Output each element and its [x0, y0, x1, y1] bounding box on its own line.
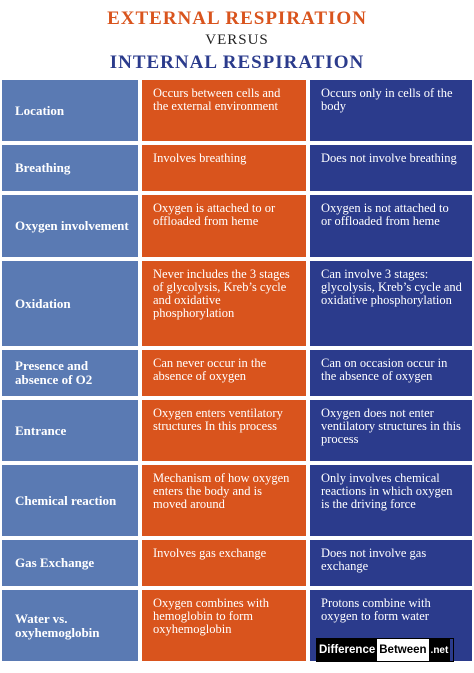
external-cell: Oxygen is attached to or offloaded from … — [142, 195, 306, 257]
table-row: Entrance Oxygen enters ventilatory struct… — [2, 400, 472, 461]
table-row: Location Occurs between cells and the ext… — [2, 80, 472, 141]
external-cell: Oxygen combines with hemoglobin to form … — [142, 590, 306, 661]
row-label: Chemical reaction — [2, 465, 138, 536]
row-label: Water vs. oxyhemoglobin — [2, 590, 138, 661]
row-label: Presence and absence of O2 — [2, 350, 138, 396]
table-row: Presence and absence of O2 Can never occu… — [2, 350, 472, 396]
internal-cell: Oxygen does not enter ventilatory struct… — [310, 400, 472, 461]
row-label: Entrance — [2, 400, 138, 461]
logo-part-between: Between — [377, 639, 429, 661]
internal-cell: Can on occasion occur in the absence of … — [310, 350, 472, 396]
logo-part-net: .net — [428, 639, 451, 661]
internal-cell: Does not involve gas exchange — [310, 540, 472, 586]
title-internal: INTERNAL RESPIRATION — [109, 52, 365, 73]
internal-cell: Occurs only in cells of the body — [310, 80, 472, 141]
comparison-header: EXTERNAL RESPIRATION VERSUS INTERNAL RES… — [0, 0, 474, 78]
title-external: EXTERNAL RESPIRATION — [107, 8, 367, 29]
external-cell: Mechanism of how oxygen enters the body … — [142, 465, 306, 536]
table-row: Breathing Involves breathing Does not invo… — [2, 145, 472, 191]
external-cell: Can never occur in the absence of oxygen — [142, 350, 306, 396]
internal-cell: Does not involve breathing — [310, 145, 472, 191]
internal-cell: Only involves chemical reactions in whic… — [310, 465, 472, 536]
watermark-logo: Difference Between .net — [316, 638, 454, 662]
external-cell: Never includes the 3 stages of glycolysi… — [142, 261, 306, 346]
external-cell: Involves gas exchange — [142, 540, 306, 586]
row-label: Breathing — [2, 145, 138, 191]
table-row: Oxidation Never includes the 3 stages of … — [2, 261, 472, 346]
table-row: Gas Exchange Involves gas exchange Does no… — [2, 540, 472, 586]
table-row: Oxygen involvement Oxygen is attached to … — [2, 195, 472, 257]
internal-cell: Can involve 3 stages: glycolysis, Kreb’s… — [310, 261, 472, 346]
title-versus: VERSUS — [205, 32, 269, 48]
external-cell: Occurs between cells and the external en… — [142, 80, 306, 141]
row-label: Gas Exchange — [2, 540, 138, 586]
logo-part-difference: Difference — [317, 639, 378, 661]
external-cell: Involves breathing — [142, 145, 306, 191]
row-label: Location — [2, 80, 138, 141]
row-label: Oxidation — [2, 261, 138, 346]
external-cell: Oxygen enters ventilatory structures In … — [142, 400, 306, 461]
table-row: Chemical reaction Mechanism of how oxygen… — [2, 465, 472, 536]
row-label: Oxygen involvement — [2, 195, 138, 257]
internal-cell: Oxygen is not attached to or offloaded f… — [310, 195, 472, 257]
